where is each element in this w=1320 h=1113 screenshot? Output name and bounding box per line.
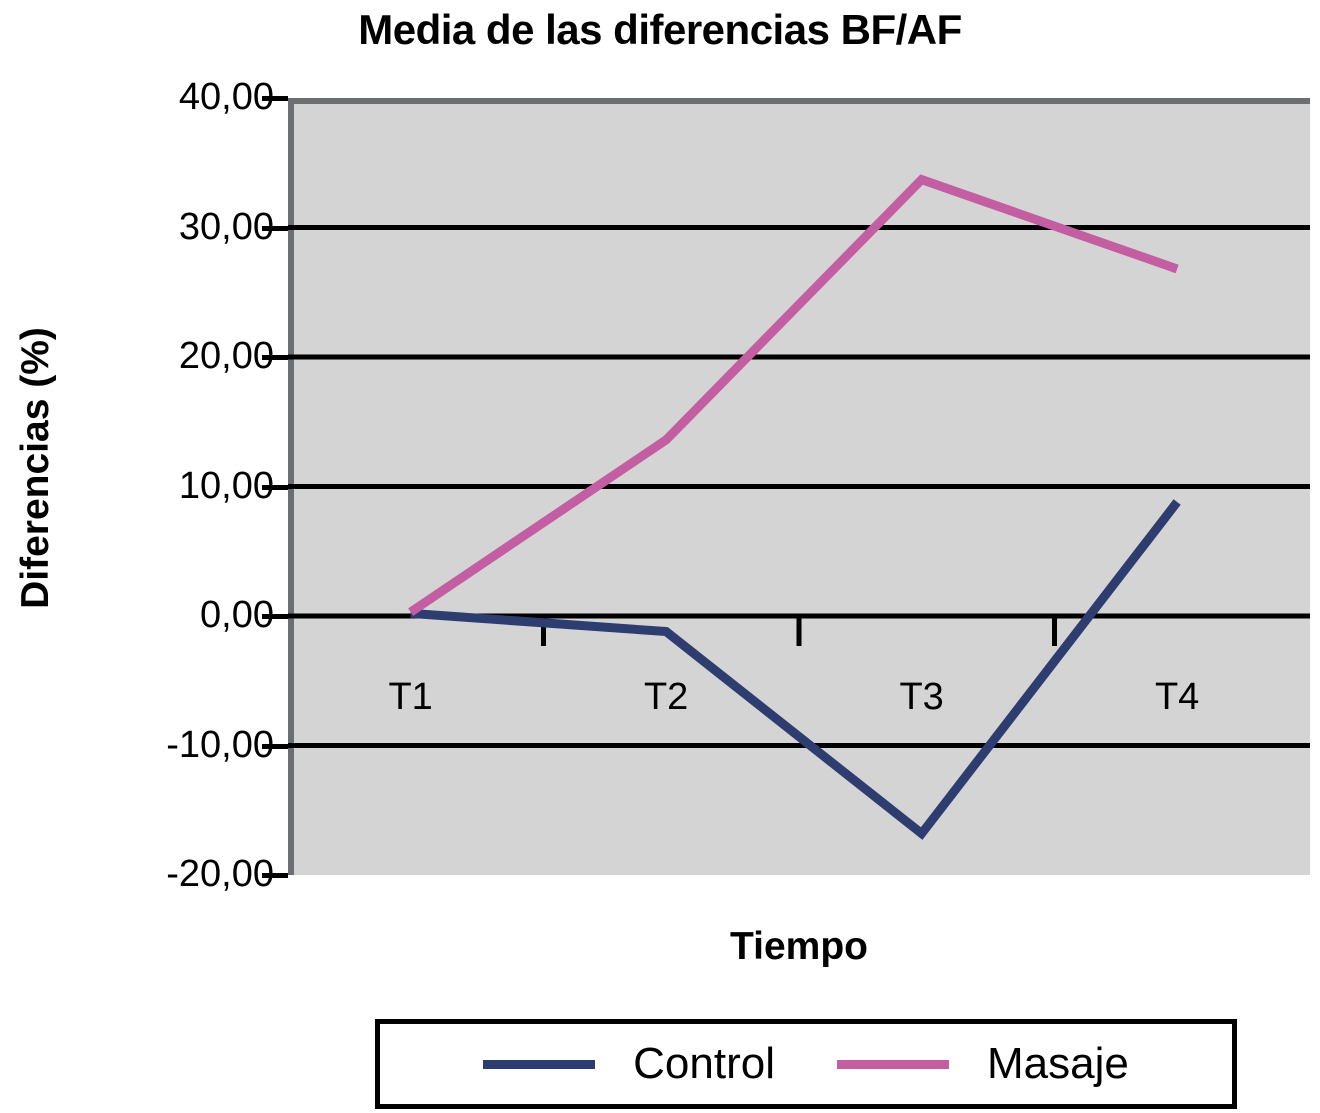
- x-axis-title: Tiempo: [730, 925, 868, 968]
- legend-item-masaje: Masaje: [837, 1042, 1129, 1086]
- series-line-masaje: [408, 174, 1179, 616]
- gridlines: [288, 225, 1310, 748]
- y-axis-tick-mark: [262, 484, 288, 490]
- series-line-control: [410, 499, 1181, 840]
- x-axis-category-label-t3: T3: [899, 676, 944, 718]
- y-axis-tick-mark: [262, 873, 288, 878]
- y-axis-tick-label: 10,00: [178, 464, 274, 507]
- legend-swatch-masaje: [837, 1059, 949, 1069]
- y-axis-tick-label: -10,00: [166, 723, 274, 766]
- x-axis-category-label-t1: T1: [388, 676, 433, 718]
- y-axis-tick-label: 30,00: [178, 205, 274, 248]
- y-axis-tick-mark: [262, 743, 288, 749]
- y-axis-tick-mark: [262, 355, 288, 360]
- series-lines: [408, 174, 1181, 840]
- plot-svg: [288, 174, 1310, 840]
- y-axis-tick-mark: [262, 225, 288, 231]
- y-axis-tick-mark: [262, 614, 288, 619]
- legend-label-control: Control: [633, 1039, 775, 1088]
- y-axis-tick-label: 40,00: [178, 76, 274, 118]
- y-axis-tick-label: 20,00: [178, 335, 274, 377]
- legend-label-masaje: Masaje: [987, 1039, 1129, 1088]
- chart-legend: Control Masaje: [375, 1019, 1237, 1109]
- legend-swatch-control: [483, 1059, 596, 1069]
- y-axis-tick-label: -20,00: [166, 853, 274, 895]
- x-axis-category-label-t4: T4: [1154, 676, 1200, 718]
- chart-title: Media de las diferencias BF/AF: [358, 6, 962, 53]
- legend-item-control: Control: [483, 1042, 775, 1086]
- y-axis-tick-label: 0,00: [200, 594, 274, 636]
- y-axis-tick-mark: [262, 96, 288, 101]
- x-axis-category-label-t2: T2: [643, 676, 689, 718]
